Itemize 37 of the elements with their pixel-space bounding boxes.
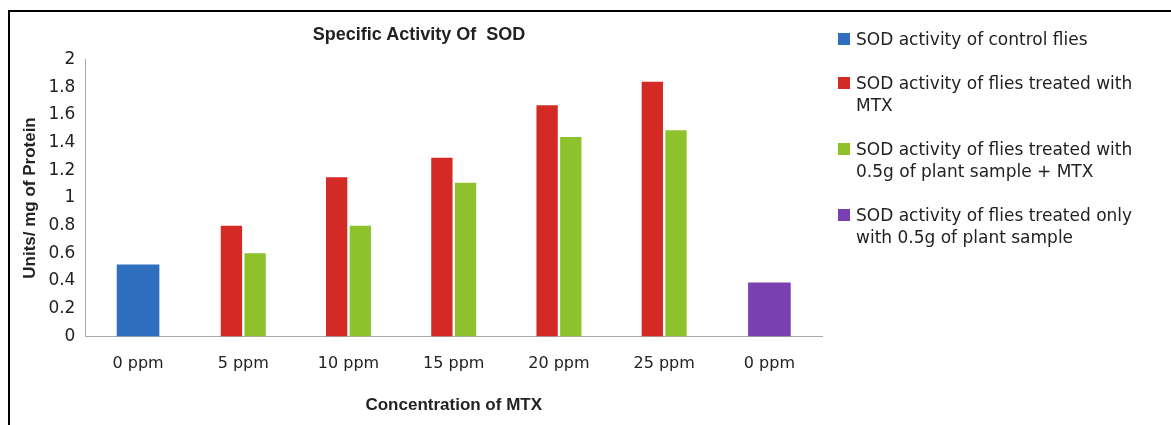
x-tick-label: 0 ppm xyxy=(743,353,795,373)
y-tick-label: 0 xyxy=(64,324,76,345)
bar xyxy=(560,137,582,337)
legend-label: SOD activity of flies treated only with 0.5g of plant sample xyxy=(856,204,1134,248)
legend-label: SOD activity of flies treated with MTX xyxy=(856,72,1134,116)
legend-label: SOD activity of control flies xyxy=(856,28,1088,50)
y-tick-label: 1.6 xyxy=(48,103,76,124)
x-tick-label: 5 ppm xyxy=(217,353,269,373)
x-tick-label: 25 ppm xyxy=(633,353,695,373)
bar xyxy=(349,225,371,337)
bar xyxy=(431,157,453,337)
y-tick-label: 2 xyxy=(64,48,76,69)
y-axis-title: Units/ mg of Protein xyxy=(19,117,39,279)
legend-label: SOD activity of flies treated with 0.5g of plant sample + MTX xyxy=(856,138,1134,182)
bar xyxy=(641,81,663,337)
y-tick-label: 1 xyxy=(64,186,76,207)
y-tick-label: 1.8 xyxy=(48,75,76,96)
bar xyxy=(454,182,477,337)
bar xyxy=(536,105,558,337)
x-axis-title: Concentration of MTX xyxy=(365,395,543,415)
y-tick-label: 1.2 xyxy=(48,158,76,179)
x-tick-label: 20 ppm xyxy=(528,353,590,373)
x-tick-label: 10 ppm xyxy=(317,353,380,373)
bar xyxy=(665,130,687,337)
y-tick-label: 0.8 xyxy=(48,214,76,235)
y-tick-label: 0.6 xyxy=(48,241,76,262)
bar xyxy=(326,177,348,337)
bar xyxy=(244,253,266,337)
bar xyxy=(748,282,791,337)
bar xyxy=(116,264,160,337)
y-tick-label: 0.2 xyxy=(48,297,76,318)
chart-title: Specific Activity Of SOD xyxy=(312,23,526,44)
y-tick-label: 1.4 xyxy=(48,131,76,152)
y-tick-label: 0.4 xyxy=(48,269,76,290)
x-tick-label: 15 ppm xyxy=(423,353,485,373)
x-tick-label: 0 ppm xyxy=(112,353,164,373)
bar xyxy=(220,225,243,337)
